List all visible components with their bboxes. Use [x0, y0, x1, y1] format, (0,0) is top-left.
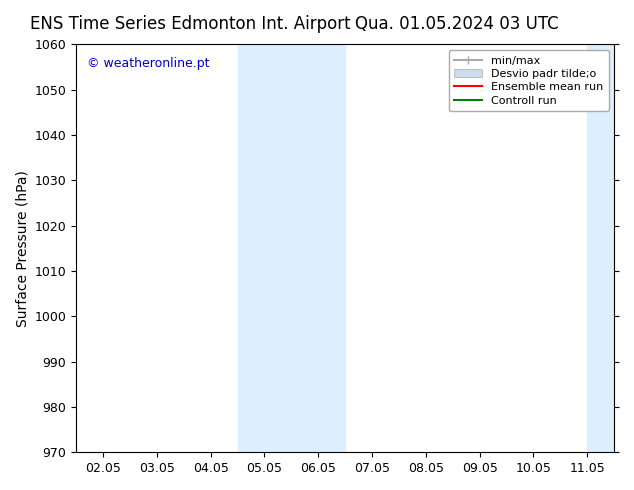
Legend: min/max, Desvio padr tilde;o, Ensemble mean run, Controll run: min/max, Desvio padr tilde;o, Ensemble m…: [449, 50, 609, 111]
Y-axis label: Surface Pressure (hPa): Surface Pressure (hPa): [15, 170, 29, 327]
Text: ENS Time Series Edmonton Int. Airport: ENS Time Series Edmonton Int. Airport: [30, 15, 351, 33]
Bar: [587, 45, 634, 452]
Text: © weatheronline.pt: © weatheronline.pt: [87, 57, 209, 70]
Bar: [238, 45, 345, 452]
Text: Qua. 01.05.2024 03 UTC: Qua. 01.05.2024 03 UTC: [354, 15, 559, 33]
